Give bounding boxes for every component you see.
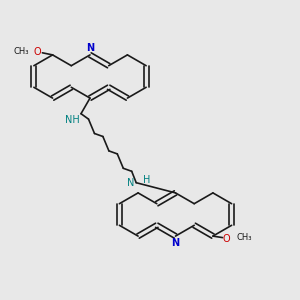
Text: N: N — [171, 238, 180, 248]
Text: O: O — [222, 233, 230, 244]
Text: O: O — [34, 46, 41, 57]
Text: CH₃: CH₃ — [237, 233, 252, 242]
Text: NH: NH — [65, 115, 80, 124]
Text: N: N — [86, 43, 94, 53]
Text: N: N — [127, 178, 134, 188]
Text: CH₃: CH₃ — [13, 47, 28, 56]
Text: H: H — [143, 175, 150, 185]
